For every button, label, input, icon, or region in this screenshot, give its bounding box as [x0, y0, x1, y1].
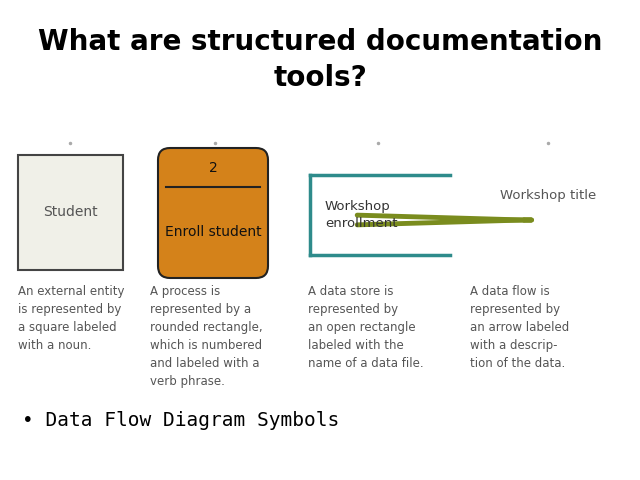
Text: Enroll student: Enroll student: [164, 226, 261, 240]
FancyBboxPatch shape: [158, 148, 268, 278]
Text: What are structured documentation: What are structured documentation: [38, 28, 602, 56]
Bar: [18, 155, 123, 270]
Text: A data flow is
represented by
an arrow labeled
with a descrip-
tion of the data.: A data flow is represented by an arrow l…: [470, 285, 569, 370]
Text: A data store is
represented by
an open rectangle
labeled with the
name of a data: A data store is represented by an open r…: [308, 285, 424, 370]
Text: 2: 2: [209, 160, 218, 175]
Text: A process is
represented by a
rounded rectangle,
which is numbered
and labeled w: A process is represented by a rounded re…: [150, 285, 262, 388]
Text: • Data Flow Diagram Symbols: • Data Flow Diagram Symbols: [22, 410, 339, 430]
Text: tools?: tools?: [273, 64, 367, 92]
Text: Student: Student: [43, 205, 98, 219]
Text: Workshop
enrollment: Workshop enrollment: [325, 200, 397, 230]
Text: An external entity
is represented by
a square labeled
with a noun.: An external entity is represented by a s…: [18, 285, 125, 352]
Text: Workshop title: Workshop title: [500, 189, 596, 202]
